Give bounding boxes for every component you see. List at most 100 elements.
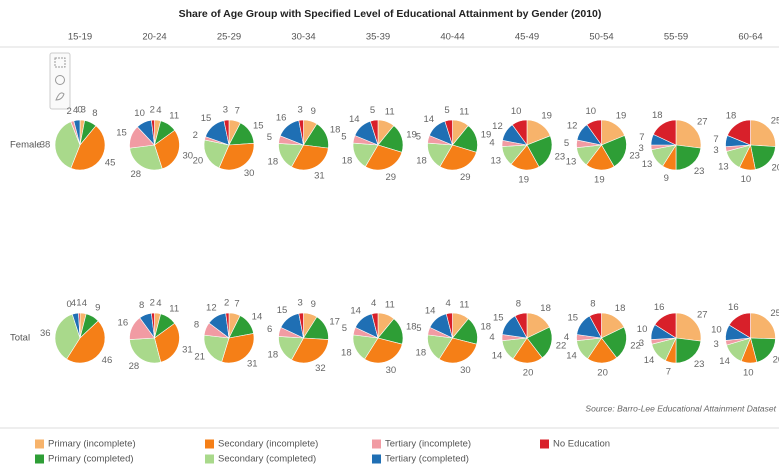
slice-label: 10	[741, 174, 752, 185]
slice-label: 14	[252, 311, 263, 322]
slice-label: 25	[771, 116, 779, 127]
lasso-icon[interactable]	[55, 92, 65, 101]
slice-label: 14	[644, 355, 655, 366]
slice-label: 38	[40, 140, 51, 151]
slice-label: 5	[267, 132, 272, 143]
pie-slice	[223, 119, 230, 146]
row-label: Female	[10, 140, 42, 151]
slice-label: 20	[597, 367, 608, 378]
slice-label: 13	[491, 155, 502, 166]
column-label: 25-29	[217, 32, 241, 43]
slice-label: 18	[330, 125, 341, 136]
slice-label: 18	[416, 347, 427, 358]
slice-label: 4	[489, 137, 494, 148]
slice-label: 0	[67, 299, 72, 310]
slice-label: 18	[726, 110, 737, 121]
slice-label: 19	[518, 174, 529, 185]
slice-label: 8	[92, 108, 97, 119]
legend-label: Secondary (incomplete)	[218, 439, 318, 450]
legend-swatch	[35, 439, 44, 449]
slice-label: 20	[523, 367, 534, 378]
slice-label: 28	[129, 361, 140, 372]
slice-label: 19	[594, 174, 605, 185]
slice-label: 5	[370, 105, 375, 116]
slice-label: 2	[224, 298, 229, 309]
pie-slice	[151, 119, 155, 146]
slice-label: 30	[182, 150, 193, 161]
pie-slice	[291, 337, 329, 364]
pie-slice	[438, 337, 478, 364]
slice-label: 1	[76, 298, 81, 309]
slice-label: 23	[694, 359, 705, 370]
legend-label: Secondary (completed)	[218, 454, 316, 465]
pie-slice	[675, 337, 702, 364]
pie-slice	[291, 144, 329, 171]
slice-label: 14	[566, 351, 577, 362]
select-icon[interactable]	[54, 57, 66, 68]
slice-label: 30	[386, 365, 397, 376]
slice-label: 3	[81, 105, 86, 116]
slice-label: 46	[102, 355, 113, 366]
slice-label: 11	[169, 111, 179, 122]
zoom-icon[interactable]	[55, 75, 65, 85]
slice-label: 30	[244, 168, 255, 179]
slice-label: 4	[73, 105, 78, 116]
legend-swatch	[205, 439, 214, 449]
slice-label: 8	[194, 320, 199, 331]
pie-slice	[218, 142, 255, 171]
slice-label: 12	[206, 302, 217, 313]
slice-label: 14	[719, 356, 730, 367]
slice-label: 19	[616, 110, 627, 121]
slice-label: 20	[772, 163, 779, 174]
slice-label: 31	[314, 171, 325, 182]
slice-label: 28	[130, 169, 141, 180]
slice-label: 3	[298, 105, 303, 116]
pie-slice	[750, 119, 776, 147]
pie-slice	[154, 129, 180, 170]
slice-label: 2	[150, 298, 155, 309]
slice-label: 22	[556, 341, 567, 352]
slice-label: 25	[770, 308, 779, 319]
slice-label: 15	[201, 113, 212, 124]
slice-label: 32	[315, 363, 326, 374]
pie-slice	[675, 312, 702, 342]
slice-label: 27	[697, 116, 708, 127]
pie-slice	[371, 312, 379, 339]
toolbar[interactable]	[49, 52, 71, 110]
pie-slice	[526, 135, 553, 168]
slice-label: 20	[773, 354, 779, 365]
slice-label: 10	[743, 367, 754, 378]
slice-label: 16	[118, 318, 129, 329]
slice-label: 10	[711, 325, 722, 336]
slice-label: 8	[590, 299, 595, 310]
slice-label: 2	[67, 106, 72, 117]
slice-label: 11	[385, 107, 395, 118]
slice-label: 5	[341, 131, 346, 142]
pie-slice	[514, 312, 528, 339]
slice-label: 15	[493, 313, 504, 324]
slice-label: 11	[385, 300, 395, 311]
pie-slice	[54, 313, 81, 360]
slice-label: 23	[555, 151, 566, 162]
legend-label: Primary (completed)	[48, 454, 134, 465]
slice-label: 0	[77, 105, 82, 116]
slice-label: 15	[277, 305, 288, 316]
pie-slice	[298, 312, 304, 339]
slice-label: 4	[445, 298, 450, 309]
pie-slice	[444, 119, 453, 146]
slice-label: 10	[511, 106, 522, 117]
slice-label: 11	[459, 107, 469, 118]
slice-label: 7	[639, 132, 644, 143]
slice-label: 17	[329, 317, 340, 328]
slice-label: 20	[193, 156, 204, 167]
pie-slice	[601, 135, 627, 167]
slice-label: 8	[139, 300, 144, 311]
slice-label: 11	[459, 300, 469, 311]
slice-label: 3	[713, 145, 718, 156]
column-label: 40-44	[440, 32, 464, 43]
slice-label: 13	[642, 159, 653, 170]
slice-label: 27	[697, 309, 708, 320]
pie-slice	[221, 333, 255, 364]
